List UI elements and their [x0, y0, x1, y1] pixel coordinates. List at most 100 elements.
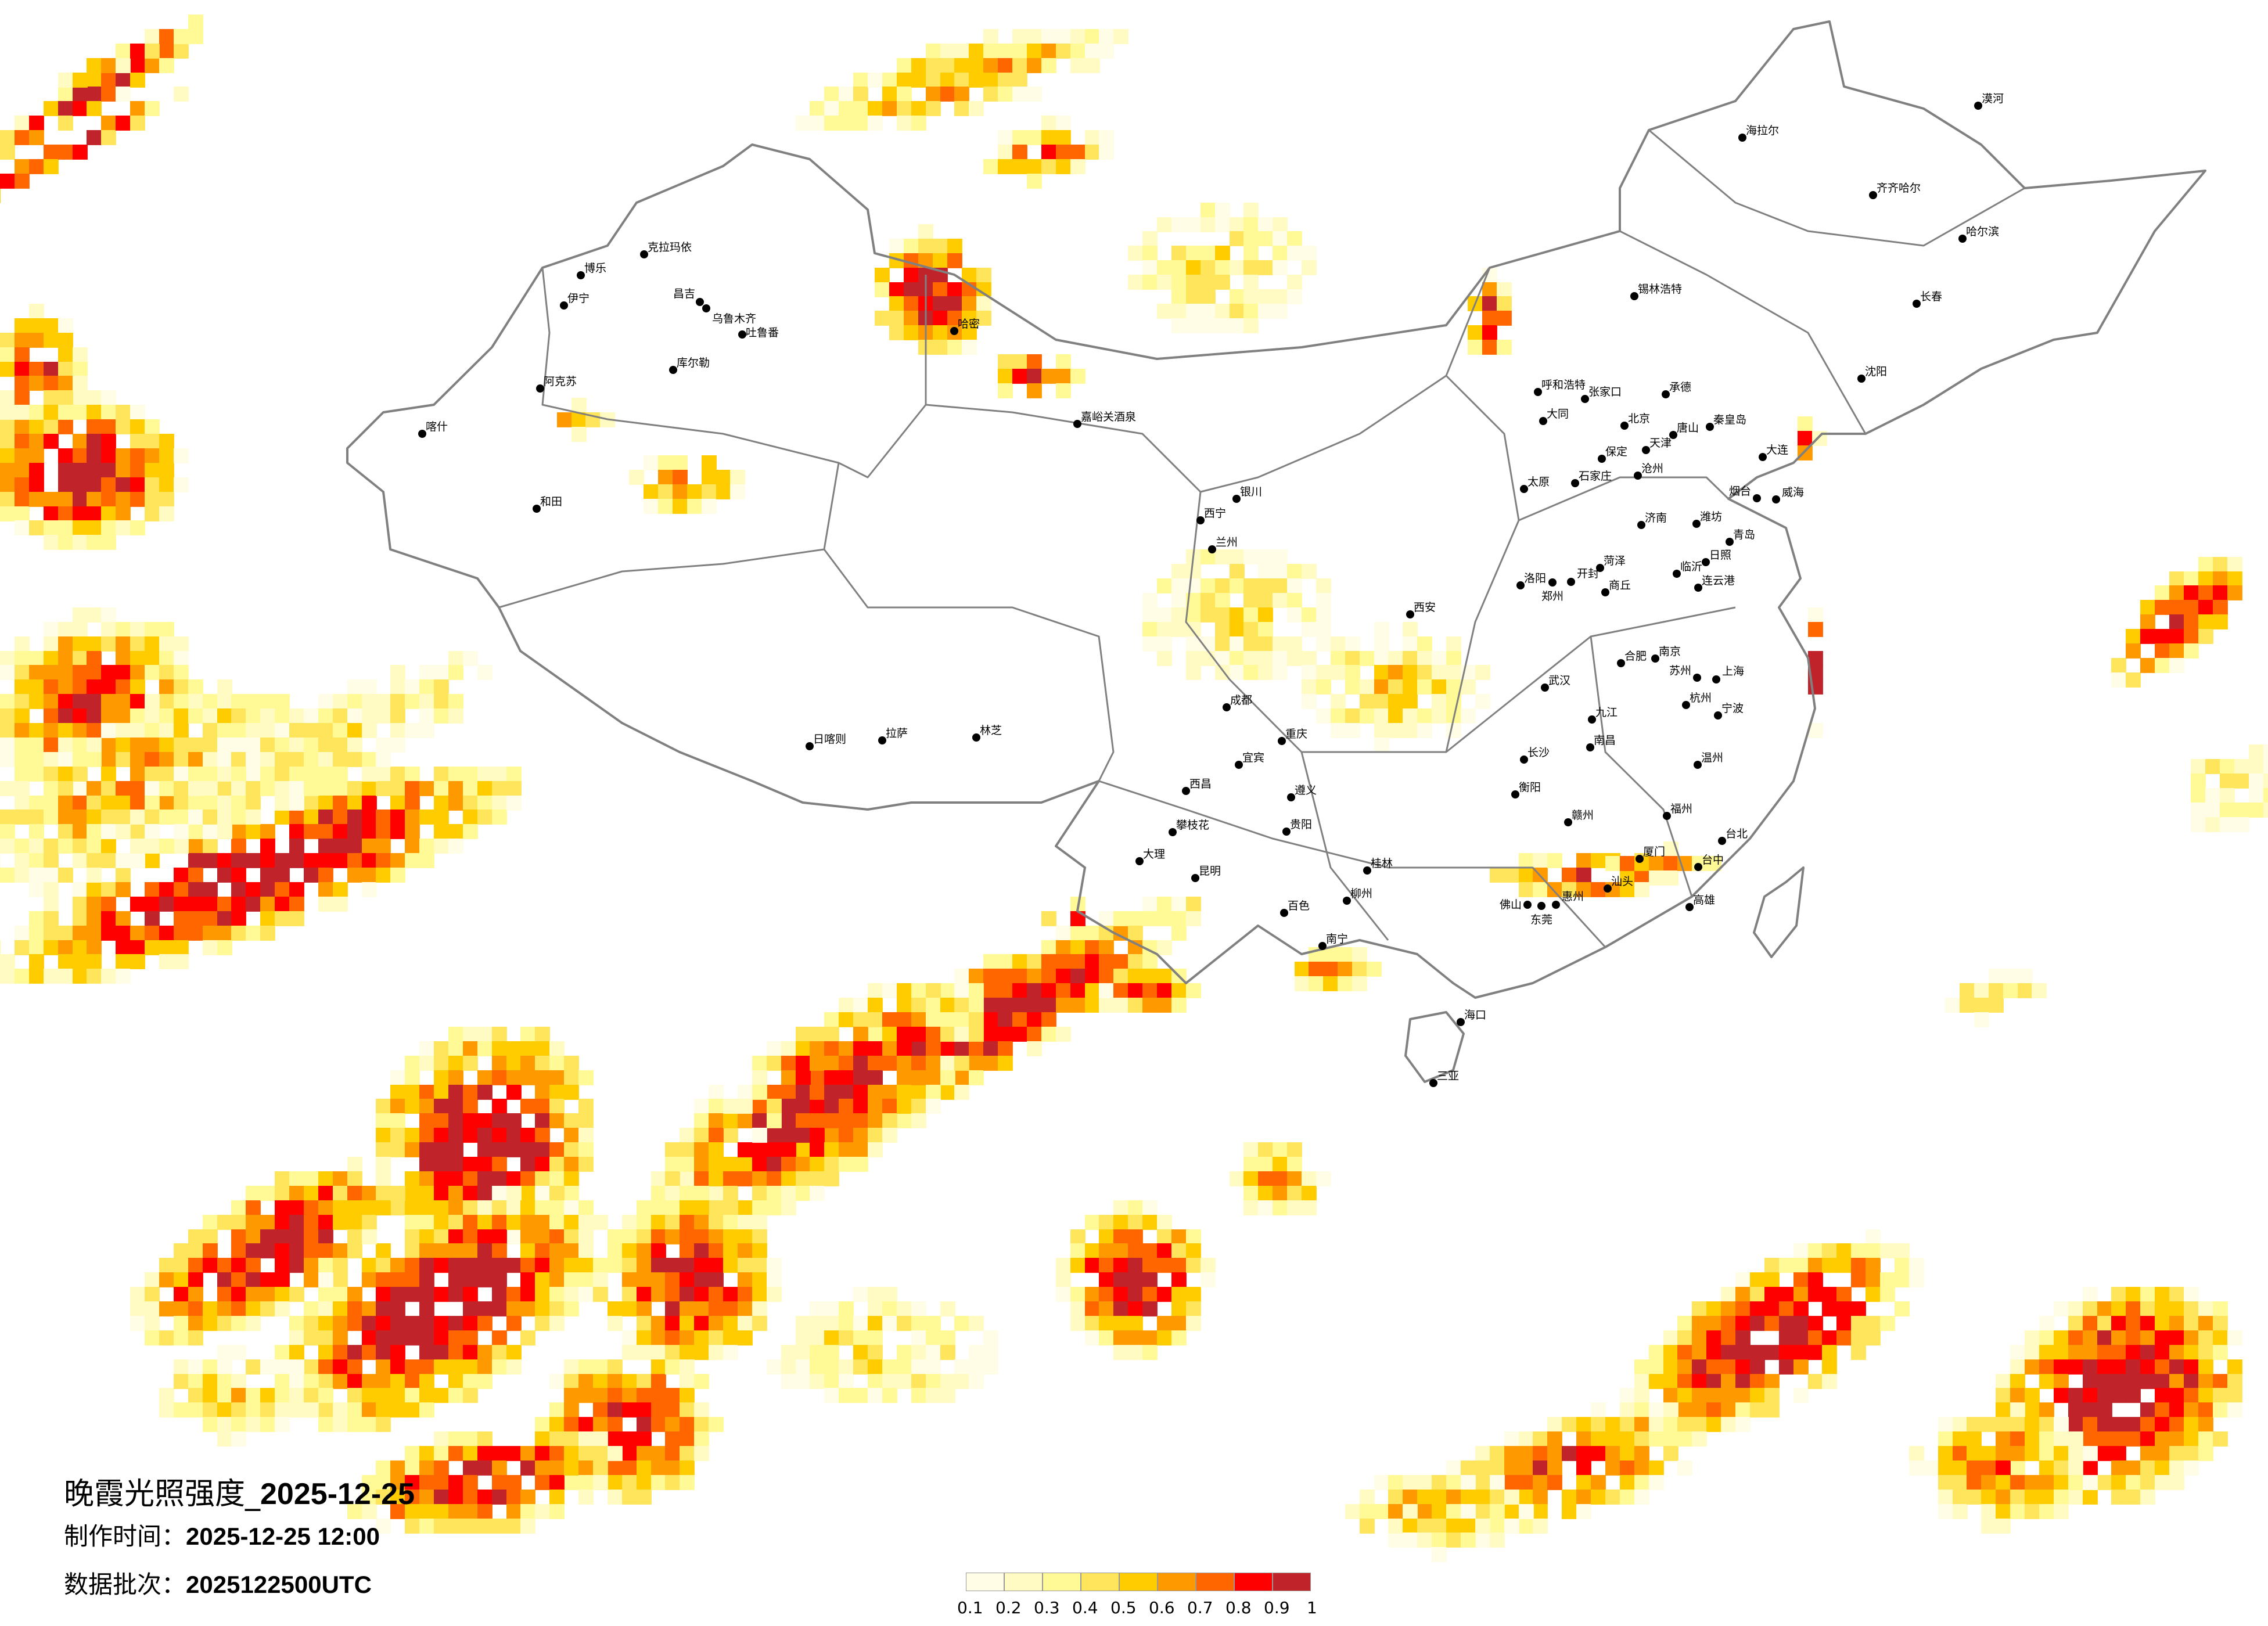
- heat-cell: [1461, 708, 1476, 724]
- heat-cell: [1142, 246, 1158, 261]
- heat-cell: [260, 911, 275, 926]
- heat-cell: [1446, 1504, 1461, 1519]
- heat-cell: [723, 1186, 738, 1201]
- heat-cell: [87, 738, 102, 753]
- heat-cell: [1243, 275, 1259, 290]
- heat-cell: [1186, 1243, 1201, 1258]
- heat-cell: [419, 1229, 434, 1244]
- heat-cell: [1938, 1446, 1953, 1461]
- heat-cell: [868, 1027, 883, 1042]
- heat-cell: [203, 738, 218, 753]
- heat-cell: [1938, 1417, 1953, 1432]
- heat-cell: [362, 1504, 377, 1519]
- heat-cell: [1677, 1359, 1692, 1375]
- heat-cell: [188, 897, 203, 912]
- heat-cell: [44, 868, 59, 883]
- heat-cell: [897, 1085, 912, 1100]
- heat-cell: [1012, 1027, 1027, 1042]
- heat-cell: [1974, 998, 1989, 1013]
- heat-cell: [535, 1258, 550, 1273]
- heat-cell: [868, 1287, 883, 1302]
- heat-cell: [1056, 998, 1071, 1013]
- heat-cell: [2140, 1475, 2155, 1490]
- heat-cell: [2227, 1330, 2242, 1346]
- heat-cell: [1157, 969, 1172, 984]
- heat-cell: [347, 1374, 362, 1389]
- heat-cell: [535, 1128, 550, 1143]
- heat-cell: [492, 1519, 507, 1534]
- heat-cell: [904, 282, 919, 297]
- heat-cell: [738, 1215, 753, 1230]
- heat-cell: [1981, 1446, 1996, 1461]
- heat-cell: [1243, 651, 1259, 666]
- heat-cell: [260, 694, 275, 709]
- heat-cell: [188, 1243, 203, 1258]
- heat-cell: [405, 1142, 420, 1157]
- heat-cell: [58, 333, 73, 348]
- heat-cell: [868, 1113, 883, 1128]
- heat-cell: [1056, 369, 1071, 384]
- heat-cell: [1519, 1475, 1534, 1490]
- heat-cell: [520, 1504, 535, 1519]
- heat-cell: [174, 940, 189, 955]
- heat-cell: [145, 708, 160, 724]
- heat-cell: [608, 1229, 623, 1244]
- heat-cell: [2068, 1359, 2083, 1375]
- heat-cell: [87, 679, 102, 695]
- heat-cell: [29, 954, 44, 969]
- heat-cell: [608, 1359, 623, 1375]
- heat-cell: [87, 636, 102, 652]
- heat-cell: [839, 1330, 854, 1346]
- heat-cell: [730, 470, 745, 485]
- city-marker: 大同: [1539, 408, 1569, 425]
- heat-cell: [2025, 1388, 2040, 1403]
- heat-cell: [954, 998, 969, 1013]
- heat-cell: [954, 1359, 969, 1375]
- heat-cell: [694, 1243, 709, 1258]
- heat-cell: [2155, 658, 2170, 673]
- heat-cell: [1273, 217, 1288, 232]
- heat-cell: [231, 897, 246, 912]
- heat-cell: [2249, 788, 2264, 803]
- heat-cell: [680, 1301, 695, 1316]
- heat-cell: [1243, 231, 1259, 246]
- heat-cell: [347, 810, 362, 825]
- heat-cell: [130, 708, 145, 724]
- heat-cell: [2249, 774, 2264, 789]
- heat-cell: [651, 1359, 666, 1375]
- heat-cell: [506, 1229, 522, 1244]
- heat-cell: [376, 1301, 391, 1316]
- heat-cell: [1142, 954, 1158, 969]
- heat-cell: [983, 29, 998, 44]
- heat-cell: [29, 853, 44, 868]
- heat-cell: [1157, 897, 1172, 912]
- heat-cell: [1128, 1316, 1143, 1331]
- heat-cell: [954, 1027, 969, 1042]
- heat-cell: [217, 767, 232, 782]
- heat-cell: [665, 1460, 680, 1476]
- heat-cell: [564, 1258, 579, 1273]
- heat-cell: [810, 1085, 825, 1100]
- heat-cell: [405, 1085, 420, 1100]
- heat-cell: [333, 1374, 348, 1389]
- heat-cell: [651, 1345, 666, 1360]
- heat-cell: [535, 1460, 550, 1476]
- heat-cell: [1056, 1027, 1071, 1042]
- heat-cell: [983, 1330, 998, 1346]
- city-marker: 宁波: [1714, 702, 1744, 720]
- heat-cell: [275, 1229, 290, 1244]
- heat-cell: [1258, 578, 1273, 593]
- heat-cell: [203, 1301, 218, 1316]
- heat-cell: [1171, 897, 1187, 912]
- heat-cell: [824, 1027, 839, 1042]
- city-dot: [1738, 134, 1746, 142]
- heat-cell: [260, 1243, 275, 1258]
- heat-cell: [29, 651, 44, 666]
- heat-cell: [1201, 318, 1216, 333]
- heat-cell: [824, 1388, 839, 1403]
- heat-cell: [87, 911, 102, 926]
- heat-cell: [1996, 1460, 2011, 1476]
- heat-cell: [390, 1475, 405, 1490]
- heat-cell: [1027, 174, 1042, 189]
- heat-cell: [839, 998, 854, 1013]
